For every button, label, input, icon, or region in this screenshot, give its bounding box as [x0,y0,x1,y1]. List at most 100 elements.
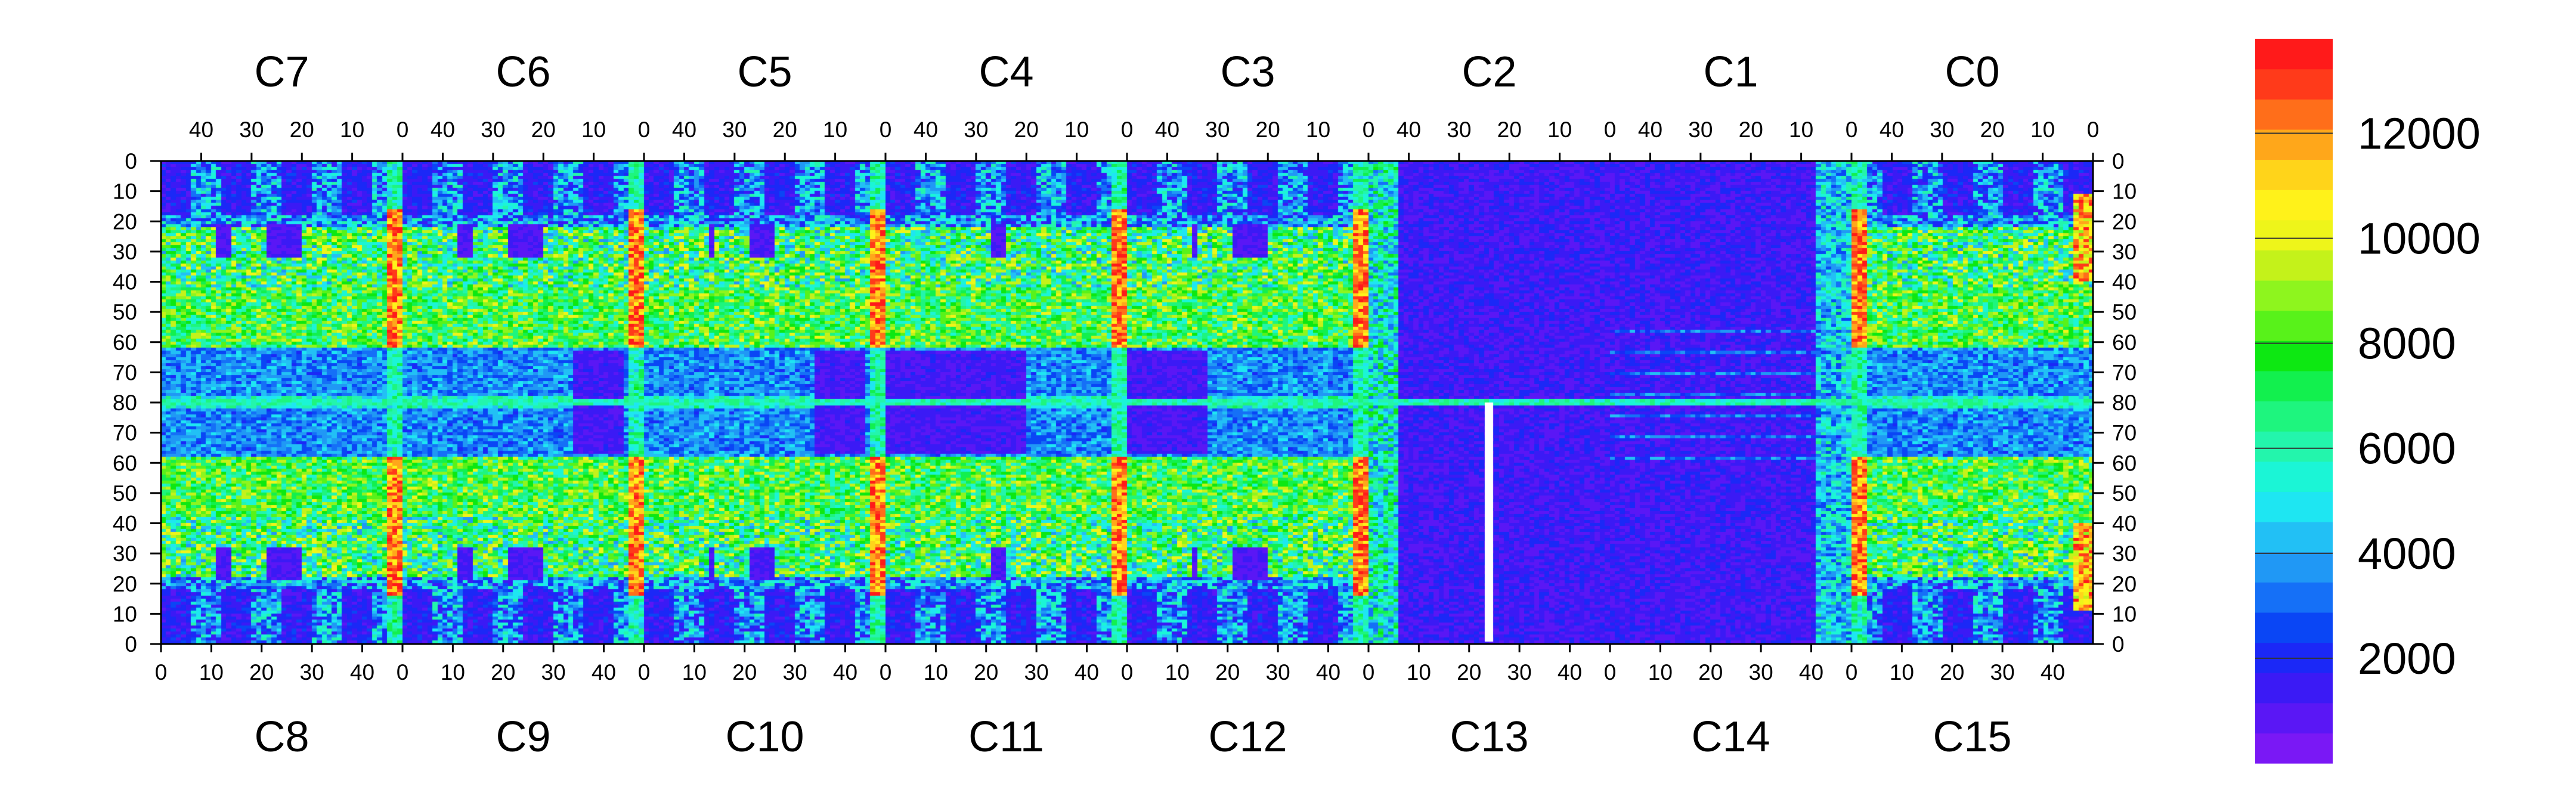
color-scale-label: 6000 [2358,424,2456,473]
x-tick-label-bottom: 0 [1121,660,1134,685]
y-tick-label-right: 10 [2112,179,2137,204]
y-tick-label-left: 0 [125,632,137,657]
color-scale-bar: 2000 4000 6000 8000 10000 12000 [2255,39,2481,764]
y-tick-label-right: 0 [2112,632,2125,657]
y-tick-label-right: 60 [2112,330,2137,355]
color-scale-label: 8000 [2358,319,2456,369]
x-tick-label-top: 30 [481,117,505,142]
color-scale-segment [2255,159,2333,190]
y-tick-label-left: 70 [113,421,137,445]
y-tick-label-left: 30 [113,541,137,566]
color-scale-label: 4000 [2358,529,2456,578]
y-tick-label-left: 60 [113,451,137,475]
color-scale-segment [2255,340,2333,371]
x-tick-label-top: 20 [1980,117,2005,142]
x-tick-label-bottom: 10 [682,660,707,685]
x-tick-label-top: 10 [1789,117,1813,142]
color-scale-segment [2255,733,2333,764]
x-tick-label-bottom: 10 [1890,660,1914,685]
y-tick-label-right: 20 [2112,209,2137,234]
x-tick-label-bottom: 40 [1558,660,1582,685]
x-tick-label-top: 10 [1547,117,1572,142]
x-tick-label-bottom: 0 [155,660,168,685]
y-tick-label-left: 50 [113,481,137,506]
x-tick-label-bottom: 30 [1507,660,1532,685]
color-scale-segment [2255,129,2333,160]
channel-label-top: C6 [496,48,550,96]
color-scale-segment [2255,69,2333,100]
channel-label-bottom: C12 [1208,713,1287,761]
x-tick-label-bottom: 20 [974,660,998,685]
x-tick-label-bottom: 20 [1215,660,1240,685]
x-tick-label-top: 0 [1121,117,1134,142]
channel-label-bottom: C15 [1933,713,2011,761]
x-tick-label-bottom: 10 [199,660,224,685]
x-tick-label-top: 10 [1306,117,1330,142]
x-tick-label-bottom: 20 [1698,660,1723,685]
x-tick-label-top: 40 [431,117,455,142]
x-tick-label-bottom: 10 [924,660,948,685]
channel-label-top: C2 [1462,48,1516,96]
channel-label-top: C0 [1945,48,1999,96]
x-tick-label-top: 0 [1846,117,1858,142]
y-tick-label-right: 70 [2112,421,2137,445]
x-tick-label-top: 10 [340,117,364,142]
y-tick-label-right: 60 [2112,451,2137,475]
x-tick-label-bottom: 40 [350,660,374,685]
x-tick-label-top: 40 [1155,117,1179,142]
color-scale-segment [2255,461,2333,492]
x-tick-label-top: 10 [823,117,847,142]
x-tick-label-bottom: 20 [249,660,274,685]
x-tick-label-bottom: 20 [1457,660,1481,685]
y-tick-label-right: 40 [2112,512,2137,536]
x-tick-label-bottom: 30 [1990,660,2015,685]
y-tick-label-right: 70 [2112,360,2137,385]
x-tick-label-bottom: 40 [592,660,616,685]
color-scale-segment [2255,280,2333,311]
y-tick-label-right: 0 [2112,149,2125,174]
x-tick-label-top: 10 [2030,117,2055,142]
y-tick-label-left: 40 [113,512,137,536]
x-tick-label-top: 20 [773,117,797,142]
x-tick-label-bottom: 30 [300,660,324,685]
x-tick-label-bottom: 40 [1799,660,1823,685]
x-tick-label-bottom: 0 [880,660,892,685]
x-tick-label-bottom: 40 [2041,660,2065,685]
color-scale-segment [2255,39,2333,70]
x-tick-label-bottom: 10 [1407,660,1431,685]
x-tick-label-top: 20 [1014,117,1039,142]
channel-label-bottom: C8 [254,713,309,761]
x-tick-label-top: 0 [1604,117,1617,142]
color-scale-segment [2255,582,2333,613]
y-tick-label-left: 30 [113,240,137,264]
x-tick-label-top: 0 [1363,117,1375,142]
color-scale-segment [2255,190,2333,221]
x-tick-label-top: 30 [964,117,988,142]
y-tick-label-left: 20 [113,572,137,596]
x-tick-label-bottom: 10 [441,660,465,685]
y-tick-label-right: 80 [2112,391,2137,415]
x-tick-label-top: 40 [1397,117,1421,142]
x-tick-label-top: 40 [189,117,213,142]
x-tick-label-top: 20 [531,117,556,142]
x-tick-label-top: 20 [1497,117,1522,142]
color-scale-label: 2000 [2358,634,2456,683]
channel-label-top: C1 [1703,48,1758,96]
channel-label-bottom: C14 [1691,713,1770,761]
y-tick-label-right: 50 [2112,300,2137,324]
x-tick-label-top: 30 [1447,117,1471,142]
color-scale-label: 12000 [2358,109,2481,158]
x-tick-label-top: 30 [1205,117,1230,142]
x-tick-label-top: 0 [2087,117,2100,142]
color-scale-segment [2255,431,2333,462]
y-tick-label-right: 30 [2112,240,2137,264]
y-tick-label-right: 30 [2112,541,2137,566]
color-scale-segment [2255,370,2333,402]
channel-label-bottom: C13 [1450,713,1528,761]
color-scale-segment [2255,401,2333,432]
x-tick-label-bottom: 30 [1024,660,1049,685]
x-tick-label-top: 0 [638,117,651,142]
y-tick-label-right: 50 [2112,481,2137,506]
